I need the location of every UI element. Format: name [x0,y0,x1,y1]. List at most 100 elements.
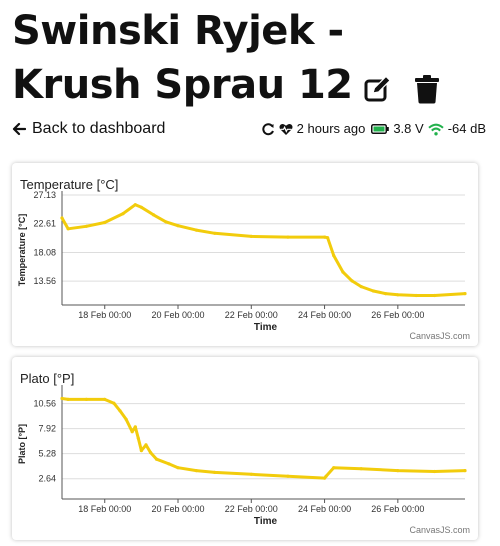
series-point [332,466,336,470]
series-point [164,220,168,224]
series-point [139,449,143,453]
series-point [359,285,363,289]
series-point [60,216,64,220]
top-bar: Back to dashboard 2 hours ago 3.8 V -64 … [12,118,486,140]
page-title-line-2: Krush Sprau 12 [12,58,492,114]
x-axis-title: Time [254,322,278,333]
series-point [176,466,180,470]
series-point [396,293,400,297]
series-point [84,224,88,228]
battery-voltage-text: 3.8 V [393,121,424,136]
series-point [118,409,122,413]
series-point [384,292,388,296]
series-point [103,397,107,401]
series-point [84,397,88,401]
series-point [133,203,137,207]
battery-icon [371,124,390,134]
x-tick-label: 18 Feb 00:00 [78,310,131,320]
y-tick-label: 5.28 [38,449,56,459]
series-point [350,279,354,283]
x-axis-title: Time [254,516,278,527]
series-point [130,430,134,434]
series-point [286,474,290,478]
series-point [324,474,328,478]
series-point [396,469,400,473]
series-point [359,467,363,471]
x-tick-label: 24 Feb 00:00 [298,504,351,514]
wifi-icon [428,123,444,135]
x-tick-label: 22 Feb 00:00 [225,504,278,514]
page-title: Swinski Ryjek - Krush Sprau 12 [12,4,492,114]
series-point [155,457,159,461]
x-tick-label: 26 Feb 00:00 [371,310,424,320]
chart-credit: CanvasJS.com [409,525,470,535]
y-tick-label: 10.56 [33,399,56,409]
series-point [432,293,437,298]
last-seen-text: 2 hours ago [296,121,366,136]
arrow-left-icon [12,122,26,136]
x-tick-label: 20 Feb 00:00 [151,504,204,514]
y-tick-label: 27.13 [33,190,56,200]
series-point [133,425,137,429]
temperature-chart-card: Temperature [°C] 27.13 22.61 18.08 13.56 18 F… [12,163,478,346]
chart-credit: CanvasJS.com [409,331,470,341]
x-tick-label: 18 Feb 00:00 [78,504,131,514]
series-point [414,293,418,298]
x-tick-label: 22 Feb 00:00 [225,310,278,320]
back-to-dashboard-label: Back to dashboard [32,120,166,137]
series-point [121,212,125,216]
series-point [136,436,140,440]
trash-icon[interactable] [414,74,440,104]
series-point [463,292,467,296]
series-point [326,236,330,240]
page-title-line-1: Swinski Ryjek - [12,8,344,54]
refresh-icon[interactable] [261,122,275,136]
y-tick-label: 13.56 [33,276,56,286]
series-point [66,397,70,401]
y-tick-label: 22.61 [33,219,56,229]
series-point [213,231,217,235]
series-line [60,397,467,480]
series-point [371,289,375,293]
y-tick-label: 18.08 [33,247,56,257]
chart-title: Plato [°P] [20,371,74,386]
series-point [332,253,336,258]
series-point [167,462,171,466]
y-tick-label: 7.92 [38,424,56,434]
series-point [286,235,290,239]
y-tick-label: 2.64 [38,474,56,484]
series-point [144,443,148,447]
series-point [66,227,70,231]
chart-title: Temperature [°C] [20,177,118,192]
plato-chart-card: Plato [°P] 10.56 7.92 5.28 2.64 18 Feb 00:00 2… [12,357,478,540]
series-point [176,224,180,228]
series-line [60,203,467,297]
series-point [432,469,437,474]
y-axis-title: Plato [°P] [17,424,27,464]
back-to-dashboard-link[interactable]: Back to dashboard [12,118,165,140]
series-point [112,401,116,405]
heartbeat-icon [279,123,293,135]
series-point [148,450,153,455]
series-point [341,270,345,274]
x-tick-label: 24 Feb 00:00 [298,310,351,320]
plato-chart: Plato [°P] 10.56 7.92 5.28 2.64 18 Feb 00:00 2… [17,371,470,535]
series-point [103,220,107,225]
series-point [194,228,198,232]
series-point [323,235,327,239]
series-point [194,469,198,473]
series-point [139,205,143,209]
x-tick-label: 26 Feb 00:00 [371,504,424,514]
series-point [152,213,156,217]
signal-strength-text: -64 dB [447,121,486,136]
y-axis-title: Temperature [°C] [17,214,27,286]
series-point [213,470,217,474]
title-actions [363,60,440,114]
series-point [249,472,253,476]
series-point [463,469,467,473]
series-point [60,396,64,401]
x-tick-label: 20 Feb 00:00 [151,310,204,320]
edit-icon[interactable] [363,75,393,103]
series-point [124,417,128,421]
